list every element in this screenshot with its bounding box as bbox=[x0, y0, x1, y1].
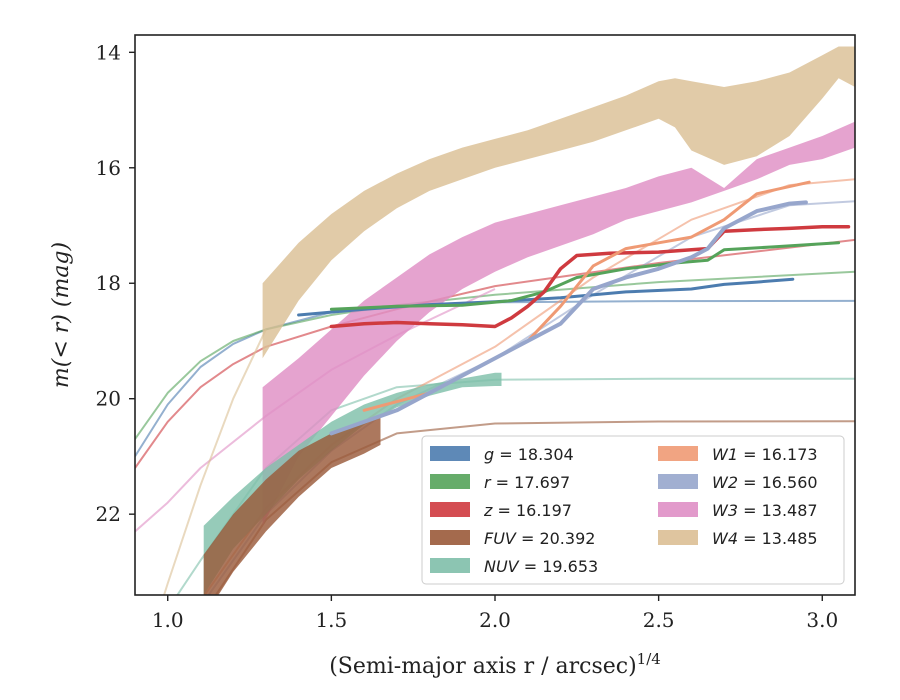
profile-lines bbox=[297, 180, 851, 436]
legend-swatch-z bbox=[430, 502, 470, 517]
x-tick-label: 1.0 bbox=[152, 608, 184, 632]
legend-box bbox=[421, 435, 845, 585]
y-tick-label: 22 bbox=[96, 502, 121, 526]
legend-swatch-w3 bbox=[658, 502, 698, 517]
legend-label-nuv: NUV = 19.653 bbox=[484, 557, 598, 576]
model-curve-w4 bbox=[163, 328, 267, 595]
legend-label-g: g = 18.304 bbox=[484, 445, 574, 464]
legend-label-w1: W1 = 16.173 bbox=[712, 445, 818, 464]
x-axis-title: (Semi-major axis r / arcsec)1/4 bbox=[329, 650, 661, 679]
axis-ticks: 1.0 1.5 2.0 2.5 3.0 14 16 18 20 22 bbox=[96, 40, 839, 632]
plot-area bbox=[135, 46, 855, 595]
legend-label-z: z = 16.197 bbox=[483, 501, 572, 520]
legend-swatch-nuv bbox=[430, 558, 470, 573]
x-tick-label: 2.0 bbox=[479, 608, 511, 632]
band-fuv bbox=[203, 416, 381, 595]
legend-swatch-w4 bbox=[658, 530, 698, 545]
legend-label-w2: W2 = 16.560 bbox=[712, 473, 818, 492]
y-tick-label: 20 bbox=[96, 387, 121, 411]
x-axis-title-exponent: 1/4 bbox=[637, 650, 661, 668]
legend-label-w3: W3 = 13.487 bbox=[712, 501, 818, 520]
y-tick-label: 16 bbox=[96, 156, 121, 180]
legend-swatch-w2 bbox=[658, 474, 698, 489]
profile-line-r bbox=[329, 241, 841, 311]
x-tick-label: 2.5 bbox=[643, 608, 675, 632]
legend-swatch-r bbox=[430, 474, 470, 489]
legend-swatch-g bbox=[430, 446, 470, 461]
legend-swatch-fuv bbox=[430, 530, 470, 545]
x-tick-label: 1.5 bbox=[315, 608, 347, 632]
y-tick-label: 18 bbox=[96, 271, 121, 295]
model-curve-r bbox=[135, 270, 855, 440]
legend-label-fuv: FUV = 20.392 bbox=[484, 529, 595, 548]
profile-line-z bbox=[329, 224, 851, 329]
legend-label-w4: W4 = 13.485 bbox=[712, 529, 818, 548]
profile-line-w2 bbox=[329, 200, 808, 436]
y-axis-title: m(< r) (mag) bbox=[49, 242, 74, 388]
legend-label-r: r = 17.697 bbox=[484, 473, 570, 492]
legend: g = 18.304 r = 17.697 z = 16.197 FUV = 20.3… bbox=[421, 435, 845, 585]
model-curve-g bbox=[135, 299, 855, 457]
model-curve-z bbox=[135, 238, 855, 469]
band-w4 bbox=[262, 46, 855, 359]
y-tick-label: 14 bbox=[96, 40, 121, 64]
legend-swatch-w1 bbox=[658, 446, 698, 461]
x-tick-label: 3.0 bbox=[806, 608, 838, 632]
